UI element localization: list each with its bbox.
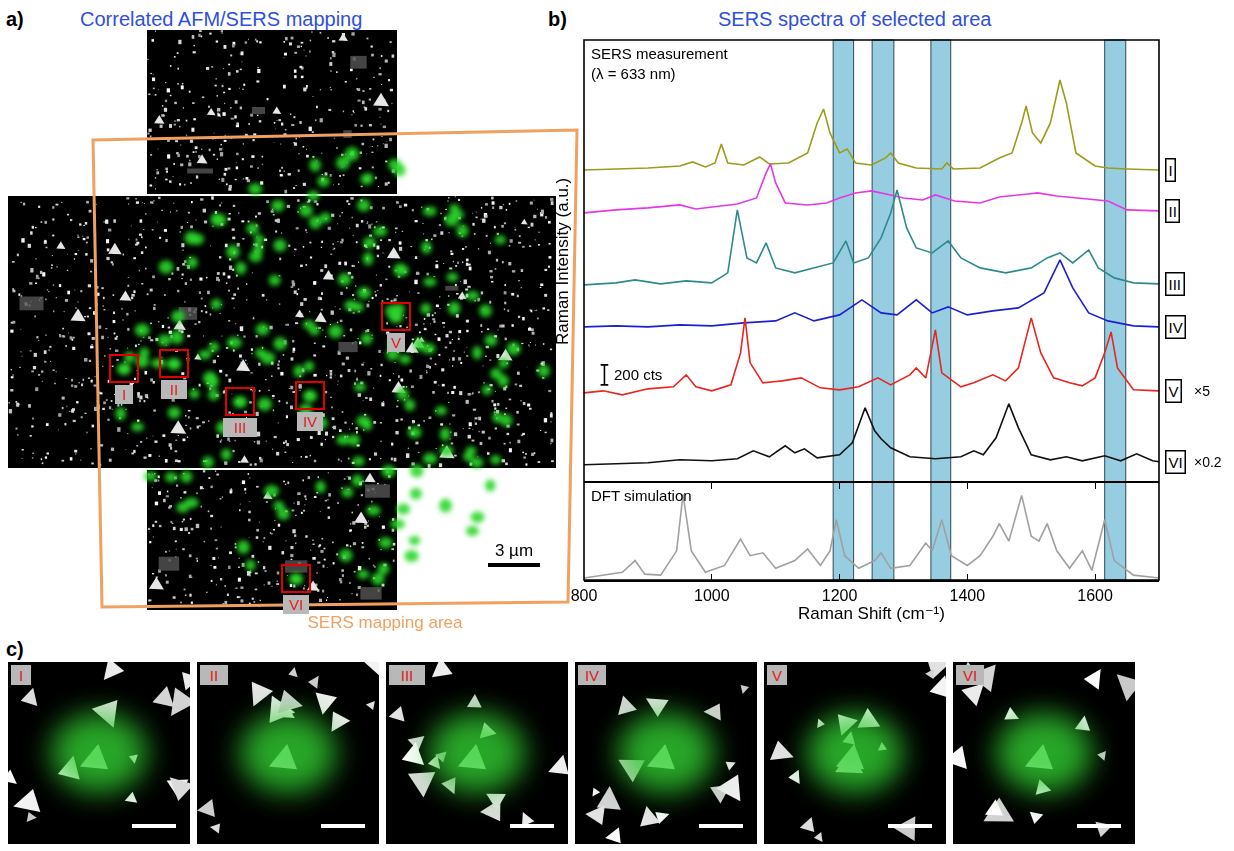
svg-text:Correlated AFM/SERS mapping: Correlated AFM/SERS mapping: [80, 8, 362, 30]
svg-text:VI: VI: [963, 667, 977, 684]
svg-text:×5: ×5: [1194, 383, 1210, 399]
svg-text:I: I: [19, 667, 23, 684]
svg-text:DFT simulation: DFT simulation: [591, 487, 692, 504]
svg-text:a): a): [6, 8, 24, 30]
svg-text:800: 800: [571, 587, 598, 604]
svg-text:VI: VI: [289, 596, 303, 613]
svg-text:IV: IV: [585, 667, 599, 684]
svg-text:1200: 1200: [822, 587, 858, 604]
svg-text:200 cts: 200 cts: [614, 366, 662, 383]
svg-text:VI: VI: [1169, 454, 1183, 471]
svg-text:1000: 1000: [694, 587, 730, 604]
svg-text:V: V: [1169, 383, 1179, 400]
svg-text:II: II: [1169, 203, 1177, 220]
svg-text:I: I: [122, 386, 126, 403]
svg-text:SERS measurement(λ = 633 nm): SERS measurement(λ = 633 nm): [591, 45, 729, 82]
svg-text:Raman Intensity (a.u.): Raman Intensity (a.u.): [553, 178, 572, 345]
svg-text:c): c): [6, 638, 24, 660]
svg-text:1600: 1600: [1077, 587, 1113, 604]
svg-text:SERS mapping area: SERS mapping area: [308, 613, 464, 632]
svg-text:III: III: [234, 419, 247, 436]
svg-text:3 µm: 3 µm: [495, 541, 533, 560]
svg-text:IV: IV: [303, 413, 317, 430]
svg-text:V: V: [391, 334, 401, 351]
svg-text:1400: 1400: [950, 587, 986, 604]
html-text:SERS spectra of selected area: SERS spectra of selected area: [718, 8, 992, 30]
svg-text:III: III: [1169, 276, 1182, 293]
svg-text:III: III: [401, 667, 414, 684]
html-text:b): b): [548, 8, 567, 30]
svg-text:I: I: [1169, 162, 1173, 179]
svg-text:IV: IV: [1169, 319, 1183, 336]
svg-text:×0.2: ×0.2: [1194, 454, 1222, 470]
svg-text:Raman Shift (cm⁻¹): Raman Shift (cm⁻¹): [798, 604, 945, 623]
svg-text:II: II: [170, 381, 178, 398]
svg-text:V: V: [772, 667, 782, 684]
svg-text:II: II: [210, 667, 218, 684]
